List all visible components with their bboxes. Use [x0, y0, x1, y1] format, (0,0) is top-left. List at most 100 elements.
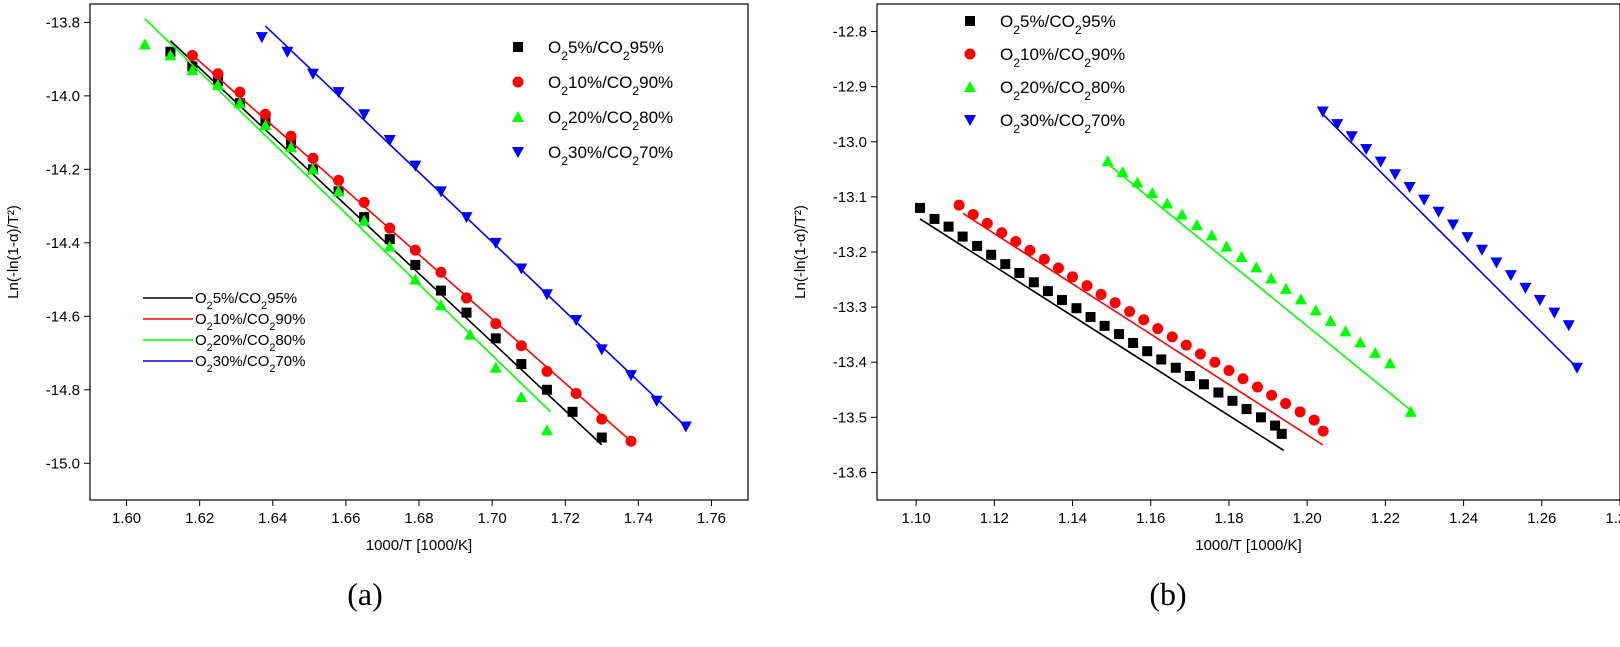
legend-entry-label: O210%/CO290% [1000, 45, 1125, 70]
data-point [138, 38, 151, 50]
data-point [625, 435, 637, 447]
series-group [953, 199, 1329, 446]
y-tick-label: -13.1 [833, 189, 867, 206]
panel-a-axes: 1.60 1.62 1.64 1.66 1.68 1.70 1.72 1.74 1.76 -13.… [46, 14, 726, 527]
data-point [464, 328, 477, 340]
data-point [358, 109, 371, 121]
data-point [540, 289, 553, 301]
y-tick-label: -12.8 [833, 24, 867, 41]
x-tick-label: 1.26 [1527, 510, 1556, 527]
legend-marker [513, 42, 523, 52]
x-tick-label: 1.66 [331, 510, 360, 527]
legend-entry-label: O230%/CO270% [548, 143, 673, 168]
data-point [259, 108, 271, 120]
data-point [1042, 286, 1053, 297]
data-point [515, 391, 528, 403]
data-point [1128, 337, 1139, 348]
data-point [1309, 304, 1322, 316]
x-tick-label: 1.10 [902, 510, 931, 527]
legend-line-label: O220%/CO280% [195, 332, 305, 354]
legend-marker [964, 48, 976, 60]
x-tick-label: 1.68 [404, 510, 433, 527]
data-point [1209, 356, 1221, 368]
data-point [1250, 261, 1263, 273]
data-point [1124, 306, 1136, 318]
data-point [1533, 294, 1546, 306]
series-group [186, 49, 637, 447]
y-tick-label: -14.2 [46, 161, 80, 178]
data-point [1360, 143, 1373, 155]
data-point [1235, 250, 1248, 262]
data-point [515, 263, 528, 275]
fit-line [962, 212, 1324, 446]
data-point [489, 361, 502, 373]
data-point [1256, 412, 1267, 423]
data-point [986, 249, 997, 260]
data-point [384, 234, 395, 245]
data-point [1085, 312, 1096, 323]
data-point [541, 365, 553, 377]
data-point [1166, 331, 1178, 343]
data-point [281, 46, 294, 58]
series-group [1316, 106, 1583, 374]
data-point [1265, 272, 1278, 284]
data-point [285, 130, 297, 142]
data-point [596, 413, 608, 425]
series-group [1101, 155, 1417, 417]
y-tick-label: -13.0 [833, 134, 867, 151]
series-group [165, 40, 607, 446]
panel-a: 1.60 1.62 1.64 1.66 1.68 1.70 1.72 1.74 1.76 -13.… [5, 3, 749, 612]
data-point [1369, 346, 1382, 358]
data-point [1345, 131, 1358, 143]
data-point [1223, 364, 1235, 376]
data-point [596, 432, 607, 443]
data-point [1052, 262, 1064, 274]
data-point [489, 237, 502, 249]
panel-a-plot-area [138, 18, 692, 447]
data-point [570, 387, 582, 399]
data-point [1403, 181, 1416, 193]
data-point [186, 64, 199, 76]
data-point [435, 266, 447, 278]
data-point [1280, 398, 1292, 410]
data-point [567, 406, 578, 417]
data-point [1180, 339, 1192, 351]
fit-line [188, 51, 632, 442]
data-point [1354, 336, 1367, 348]
data-point [1404, 405, 1417, 417]
data-point [409, 244, 421, 256]
series-group [138, 18, 553, 436]
y-tick-label: -13.4 [833, 354, 867, 371]
data-point [953, 199, 965, 211]
data-point [1519, 282, 1532, 294]
data-point [255, 32, 268, 44]
legend-entry-label: O220%/CO280% [1000, 78, 1125, 103]
data-point [1475, 244, 1488, 256]
legend-marker [964, 81, 976, 92]
legend-entry-label: O220%/CO280% [548, 108, 673, 133]
data-point [1190, 218, 1203, 230]
data-point [1294, 293, 1307, 305]
y-tick-label: -13.5 [833, 409, 867, 426]
data-point [435, 285, 446, 296]
data-point [1161, 197, 1174, 209]
x-tick-label: 1.74 [624, 510, 653, 527]
data-point [1570, 362, 1583, 374]
legend-marker [964, 115, 976, 126]
data-point [1176, 208, 1189, 220]
legend-entry-label: O25%/CO295% [1000, 12, 1116, 37]
data-point [383, 134, 396, 146]
data-point [1384, 357, 1397, 369]
data-point [1418, 194, 1431, 206]
x-tick-label: 1.64 [258, 510, 287, 527]
y-tick-label: -12.9 [833, 79, 867, 96]
data-point [1099, 320, 1110, 331]
data-point [650, 395, 663, 407]
data-point [1170, 362, 1181, 373]
series-group [255, 25, 692, 433]
data-point [358, 196, 370, 208]
panel-b-plot-area [915, 106, 1583, 452]
data-point [929, 213, 940, 224]
data-point [1490, 257, 1503, 269]
panel-b-axes: 1.10 1.12 1.14 1.16 1.18 1.20 1.22 1.24 1.26 1.28… [833, 24, 1620, 527]
